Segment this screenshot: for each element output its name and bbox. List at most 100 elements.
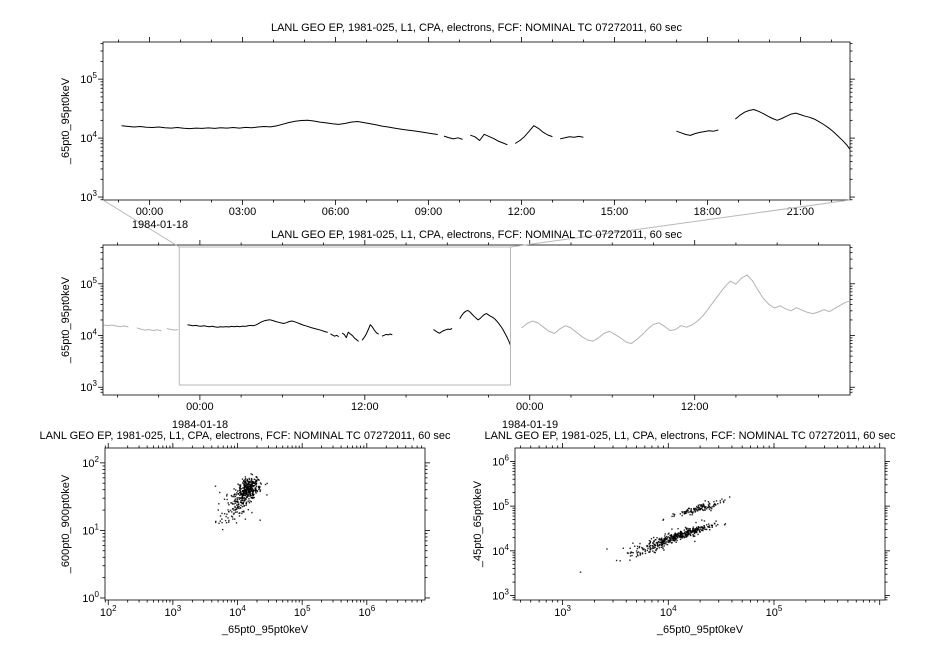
scatter-point [698,506,700,509]
y-tick-label: 105 [492,498,509,513]
panel-top-timeseries[interactable]: 00:00 03:00 06:00 09:00 12:00 15:00 18:00 21:00… [80,37,855,218]
scatter-point [707,504,710,506]
scatter-point [260,483,262,485]
scatter-point [237,503,240,505]
scatter-point [707,506,710,509]
scatter-point [243,493,245,495]
scatter-point [687,529,690,531]
scatter-point [240,488,242,490]
scatter-point [705,506,707,508]
scatter-point [231,508,234,510]
axis-ticks [98,37,855,205]
panel-context-overview[interactable]: 00:00 12:00 00:00 12:00 103 104 105 [80,240,855,413]
scatter-point [700,526,702,528]
scatter-point [680,533,682,535]
scatter-point [690,508,692,510]
scatter-point [636,554,639,556]
scatter-point [245,497,247,500]
scatter-point [658,541,660,543]
series-segment [381,333,393,337]
scatter-point [694,540,696,543]
scatter-point [245,492,248,495]
axis-ticks [510,443,890,605]
scatter-point [242,501,245,504]
scatter-point [639,553,642,555]
panel-scatter-45-65[interactable]: 103 104 105 103 104 105 106 [492,443,890,619]
scatter-point [697,529,699,531]
y-tick-label: 102 [82,455,99,470]
scatter-point [696,528,698,530]
scatter-point [244,482,247,484]
scatter-point [630,551,632,553]
scatter-point [255,490,257,492]
scatter-point [248,502,251,504]
scatter-point [227,509,229,511]
scatter-point [663,549,665,551]
scatter-point [656,543,659,545]
scatter-point [656,541,658,544]
scatter-point [691,514,693,516]
scatter-point [724,499,726,501]
scatter-point [696,531,698,534]
scatter-point [233,488,235,490]
scatter-point [674,538,676,540]
scatter-point [244,483,246,485]
scatter-point [233,500,235,503]
scatter-point [249,484,252,486]
scatter-point [694,529,697,532]
scatter-point [221,518,223,520]
scatter-point [249,486,251,488]
scatter-point [663,543,665,545]
scatter-point [247,487,249,490]
scatter-point [242,503,244,505]
scatter-point [694,528,696,530]
scatter-point [629,552,631,554]
scatter-point [665,541,668,543]
scatter-point [715,520,717,522]
scatter-point [237,501,239,503]
scatter-point [666,544,669,546]
scatter-point [650,538,653,540]
scatter-point [672,535,674,537]
scatter-point [694,508,696,510]
scatter-point [221,521,223,524]
scatter-point [673,513,676,516]
scatter-point [715,504,717,506]
scatter-point [240,504,242,507]
scatter-point [669,537,671,539]
scatter-point [228,521,230,523]
scatter-point [245,488,247,490]
series-segment [187,319,328,333]
scatter-point [219,520,221,522]
scatter-point [215,520,217,523]
scatter-point [685,530,688,533]
scatter-point [255,482,258,485]
scatter-point [707,526,710,528]
scatter-point [683,532,686,534]
scatter-point [674,532,676,534]
x-tick-label: 12:00 [508,206,536,218]
scatter-point [646,545,648,548]
x-tick-label: 00:00 [516,401,544,413]
scatter-point [247,483,249,485]
scatter-point [642,548,644,551]
panel-scatter-600-900[interactable]: 102 103 104 105 106 100 101 102 [82,443,430,619]
x-tick-label: 102 [100,604,117,619]
scatter-point [703,525,705,527]
scatter-point [697,504,699,506]
scatter-point [691,512,694,514]
scatter-point [249,482,251,484]
scatter-point [234,499,236,501]
scatter-point [644,552,647,555]
scatter-point [712,505,715,507]
scatter-point [699,504,701,506]
y-tick-label: 105 [80,71,97,86]
scatter-point [663,539,665,542]
selection-box[interactable] [178,246,512,386]
scatter-point [687,511,689,514]
scatter-point [653,543,655,545]
scatter-point [722,500,725,502]
scatter-point [655,548,657,551]
scatter-point [664,535,666,537]
